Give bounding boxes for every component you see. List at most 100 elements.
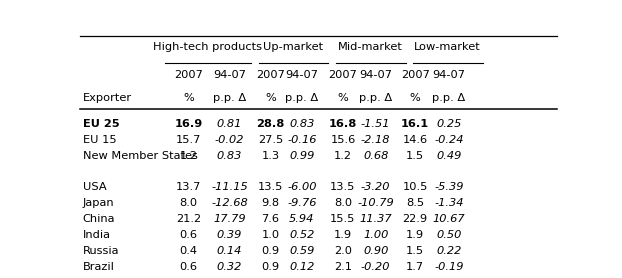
Text: 1.2: 1.2 bbox=[180, 151, 198, 161]
Text: 0.39: 0.39 bbox=[217, 230, 243, 240]
Text: 0.68: 0.68 bbox=[363, 151, 388, 161]
Text: 2007: 2007 bbox=[328, 70, 357, 80]
Text: 0.59: 0.59 bbox=[289, 246, 315, 256]
Text: -0.20: -0.20 bbox=[361, 262, 391, 272]
Text: 17.79: 17.79 bbox=[213, 214, 246, 224]
Text: %: % bbox=[410, 93, 420, 103]
Text: -0.19: -0.19 bbox=[434, 262, 463, 272]
Text: 94-07: 94-07 bbox=[285, 70, 318, 80]
Text: 13.5: 13.5 bbox=[258, 182, 283, 192]
Text: -5.39: -5.39 bbox=[434, 182, 463, 192]
Text: High-tech products: High-tech products bbox=[154, 42, 262, 52]
Text: India: India bbox=[83, 230, 111, 240]
Text: 1.7: 1.7 bbox=[406, 262, 424, 272]
Text: 10.5: 10.5 bbox=[402, 182, 428, 192]
Text: 0.6: 0.6 bbox=[180, 230, 198, 240]
Text: 0.14: 0.14 bbox=[217, 246, 243, 256]
Text: 15.5: 15.5 bbox=[330, 214, 356, 224]
Text: 0.9: 0.9 bbox=[261, 246, 280, 256]
Text: -3.20: -3.20 bbox=[361, 182, 391, 192]
Text: p.p. Δ: p.p. Δ bbox=[359, 93, 392, 103]
Text: 1.2: 1.2 bbox=[334, 151, 352, 161]
Text: 0.12: 0.12 bbox=[289, 262, 315, 272]
Text: -12.68: -12.68 bbox=[211, 198, 248, 208]
Text: 0.52: 0.52 bbox=[289, 230, 315, 240]
Text: 16.8: 16.8 bbox=[329, 119, 357, 129]
Text: %: % bbox=[338, 93, 348, 103]
Text: 0.81: 0.81 bbox=[217, 119, 243, 129]
Text: 15.6: 15.6 bbox=[330, 135, 356, 145]
Text: 2007: 2007 bbox=[401, 70, 430, 80]
Text: 21.2: 21.2 bbox=[176, 214, 201, 224]
Text: 1.9: 1.9 bbox=[406, 230, 424, 240]
Text: 28.8: 28.8 bbox=[256, 119, 285, 129]
Text: 7.6: 7.6 bbox=[262, 214, 279, 224]
Text: -1.34: -1.34 bbox=[434, 198, 463, 208]
Text: Japan: Japan bbox=[83, 198, 114, 208]
Text: -1.51: -1.51 bbox=[361, 119, 391, 129]
Text: -10.79: -10.79 bbox=[357, 198, 394, 208]
Text: EU 25: EU 25 bbox=[83, 119, 119, 129]
Text: 1.0: 1.0 bbox=[261, 230, 280, 240]
Text: China: China bbox=[83, 214, 115, 224]
Text: 94-07: 94-07 bbox=[213, 70, 246, 80]
Text: 0.6: 0.6 bbox=[180, 262, 198, 272]
Text: -9.76: -9.76 bbox=[287, 198, 317, 208]
Text: -0.24: -0.24 bbox=[434, 135, 463, 145]
Text: 15.7: 15.7 bbox=[176, 135, 202, 145]
Text: %: % bbox=[265, 93, 276, 103]
Text: 0.90: 0.90 bbox=[363, 246, 388, 256]
Text: Russia: Russia bbox=[83, 246, 119, 256]
Text: Brazil: Brazil bbox=[83, 262, 114, 272]
Text: 1.5: 1.5 bbox=[406, 151, 424, 161]
Text: 0.22: 0.22 bbox=[436, 246, 462, 256]
Text: 2007: 2007 bbox=[174, 70, 203, 80]
Text: 10.67: 10.67 bbox=[433, 214, 465, 224]
Text: 1.3: 1.3 bbox=[261, 151, 280, 161]
Text: 0.83: 0.83 bbox=[217, 151, 243, 161]
Text: 13.5: 13.5 bbox=[330, 182, 356, 192]
Text: -6.00: -6.00 bbox=[287, 182, 317, 192]
Text: 0.9: 0.9 bbox=[261, 262, 280, 272]
Text: 11.37: 11.37 bbox=[360, 214, 392, 224]
Text: Low-market: Low-market bbox=[414, 42, 481, 52]
Text: 94-07: 94-07 bbox=[359, 70, 392, 80]
Text: 13.7: 13.7 bbox=[176, 182, 202, 192]
Text: USA: USA bbox=[83, 182, 106, 192]
Text: 0.32: 0.32 bbox=[217, 262, 243, 272]
Text: 94-07: 94-07 bbox=[432, 70, 465, 80]
Text: 2.0: 2.0 bbox=[334, 246, 352, 256]
Text: 1.5: 1.5 bbox=[406, 246, 424, 256]
Text: 0.25: 0.25 bbox=[436, 119, 462, 129]
Text: 22.9: 22.9 bbox=[402, 214, 428, 224]
Text: 8.5: 8.5 bbox=[406, 198, 424, 208]
Text: 27.5: 27.5 bbox=[258, 135, 283, 145]
Text: 5.94: 5.94 bbox=[289, 214, 315, 224]
Text: 0.4: 0.4 bbox=[180, 246, 198, 256]
Text: %: % bbox=[183, 93, 194, 103]
Text: 8.0: 8.0 bbox=[334, 198, 352, 208]
Text: -0.16: -0.16 bbox=[287, 135, 317, 145]
Text: 0.99: 0.99 bbox=[289, 151, 315, 161]
Text: -11.15: -11.15 bbox=[211, 182, 248, 192]
Text: 0.83: 0.83 bbox=[289, 119, 315, 129]
Text: p.p. Δ: p.p. Δ bbox=[213, 93, 246, 103]
Text: 1.9: 1.9 bbox=[334, 230, 352, 240]
Text: -0.02: -0.02 bbox=[215, 135, 244, 145]
Text: Mid-market: Mid-market bbox=[338, 42, 403, 52]
Text: 8.0: 8.0 bbox=[180, 198, 198, 208]
Text: EU 15: EU 15 bbox=[83, 135, 116, 145]
Text: 14.6: 14.6 bbox=[402, 135, 428, 145]
Text: Exporter: Exporter bbox=[83, 93, 132, 103]
Text: 16.1: 16.1 bbox=[401, 119, 429, 129]
Text: New Member States: New Member States bbox=[83, 151, 197, 161]
Text: 1.00: 1.00 bbox=[363, 230, 388, 240]
Text: 0.50: 0.50 bbox=[436, 230, 462, 240]
Text: p.p. Δ: p.p. Δ bbox=[285, 93, 318, 103]
Text: 0.49: 0.49 bbox=[436, 151, 462, 161]
Text: p.p. Δ: p.p. Δ bbox=[432, 93, 465, 103]
Text: -2.18: -2.18 bbox=[361, 135, 391, 145]
Text: Up-market: Up-market bbox=[263, 42, 323, 52]
Text: 2.1: 2.1 bbox=[334, 262, 352, 272]
Text: 16.9: 16.9 bbox=[175, 119, 203, 129]
